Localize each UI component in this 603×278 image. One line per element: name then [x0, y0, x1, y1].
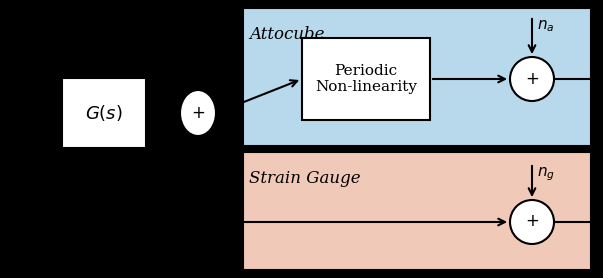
Circle shape: [510, 57, 554, 101]
Text: $+$: $+$: [525, 214, 539, 230]
Text: $+$: $+$: [525, 71, 539, 88]
Text: $+$: $+$: [191, 105, 205, 121]
Text: $n_a$: $n_a$: [537, 18, 555, 34]
Text: $n_g$: $n_g$: [537, 165, 555, 183]
Text: Strain Gauge: Strain Gauge: [249, 170, 361, 187]
Text: Periodic
Non-linearity: Periodic Non-linearity: [315, 64, 417, 94]
Text: Attocube: Attocube: [249, 26, 324, 43]
Text: $G(s)$: $G(s)$: [85, 103, 123, 123]
Bar: [243, 8, 591, 146]
Bar: [302, 38, 430, 120]
Bar: [62, 78, 146, 148]
Circle shape: [510, 200, 554, 244]
Bar: [243, 152, 591, 270]
Ellipse shape: [180, 90, 216, 136]
